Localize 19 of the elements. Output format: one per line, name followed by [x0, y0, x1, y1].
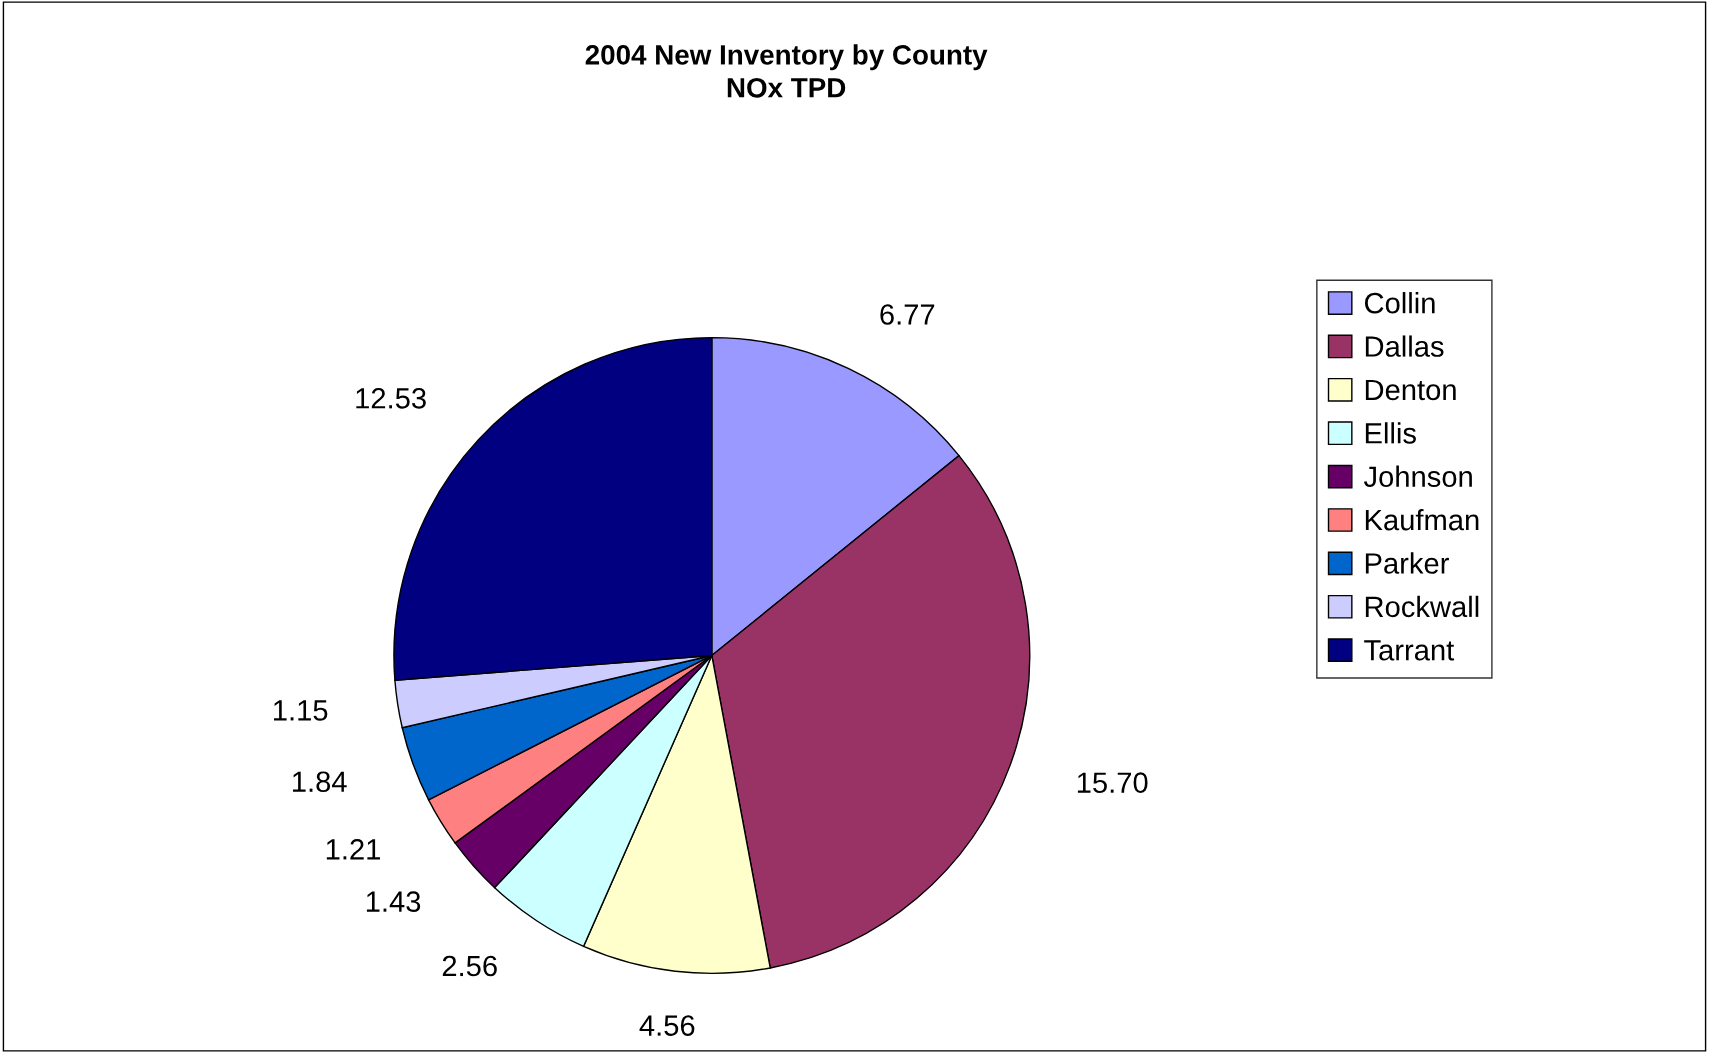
data-label: 2.56	[442, 955, 497, 977]
legend-label: Collin	[1364, 292, 1435, 314]
data-label: 4.56	[639, 1015, 695, 1036]
legend-label: Ellis	[1365, 422, 1416, 444]
legend-label: Dallas	[1365, 335, 1444, 357]
data-label: 1.43	[366, 891, 421, 912]
data-label: 6.77	[880, 304, 935, 325]
chart-title: 2004 New Inventory by County NOx TPD	[585, 44, 988, 98]
legend-label: Kaufman	[1365, 509, 1479, 531]
legend-label: Tarrant	[1364, 640, 1455, 661]
legend-label: Denton	[1365, 379, 1456, 401]
legend-label: Parker	[1365, 552, 1449, 574]
data-label: 15.70	[1077, 772, 1148, 793]
data-label: 1.21	[326, 839, 380, 860]
legend-label: Rockwall	[1365, 595, 1479, 618]
data-label: 1.15	[274, 700, 328, 721]
data-label: 12.53	[356, 387, 426, 409]
legend-label: Johnson	[1363, 465, 1472, 488]
data-label: 1.84	[293, 771, 347, 793]
